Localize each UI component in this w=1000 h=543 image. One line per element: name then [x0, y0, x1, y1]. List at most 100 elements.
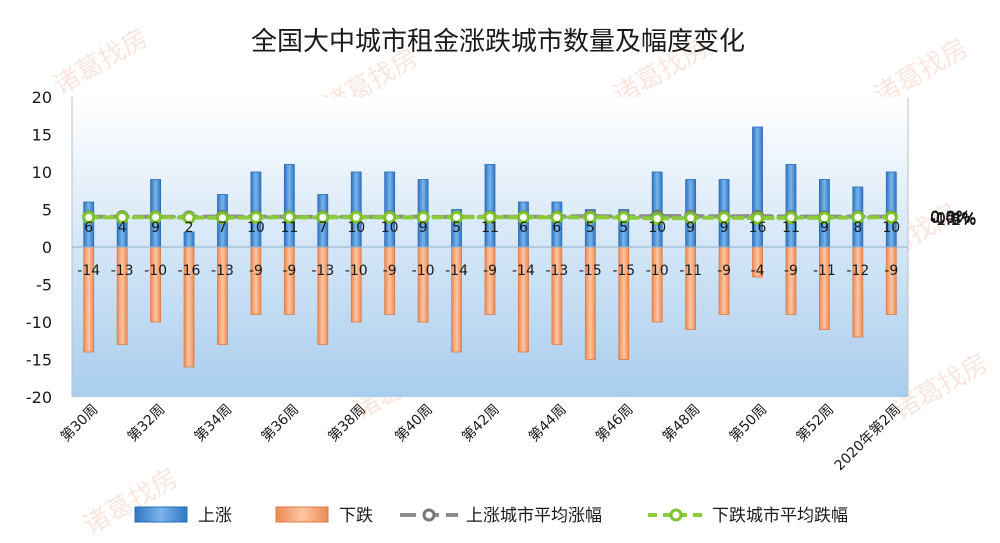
x-tick-label: 第44周: [525, 401, 569, 445]
down-bar-label: -13: [111, 263, 134, 279]
up-bar-label: 2: [185, 220, 194, 236]
fall-avg-marker: [450, 210, 464, 224]
x-tick-label: 第36周: [258, 401, 302, 445]
x-tick-label: 第46周: [592, 401, 636, 445]
x-tick-label: 第48周: [659, 401, 703, 445]
x-tick-label: 第52周: [793, 401, 837, 445]
fall-avg-marker: [884, 210, 898, 224]
down-bar: [317, 246, 329, 345]
up-bar-label: 9: [151, 220, 160, 236]
down-bar-label: -12: [846, 263, 869, 279]
source-badge: 诸葛找房大连站: [769, 487, 930, 509]
down-bar-label: -15: [612, 263, 635, 279]
up-bar-label: 11: [481, 220, 499, 236]
down-bar-label: -11: [679, 263, 702, 279]
down-bar: [651, 246, 663, 323]
down-bar-label: -13: [545, 263, 568, 279]
down-bar-label: -9: [282, 263, 296, 279]
right-axis-tick-label: 0.4%: [930, 207, 971, 226]
legend: 上涨 下跌 上涨城市平均涨幅 下跌城市平均跌幅: [134, 506, 848, 526]
fall-avg-marker: [851, 210, 865, 224]
left-axis-tick-label: -20: [26, 388, 52, 407]
fall-avg-marker: [583, 210, 597, 224]
down-bar-label: -11: [813, 263, 836, 279]
fall-avg-marker: [349, 210, 363, 224]
down-bar: [484, 246, 496, 315]
fall-avg-marker: [684, 211, 698, 225]
watermark-9: 诸葛找房: [79, 463, 184, 541]
legend-label-down: 下跌: [339, 506, 373, 526]
up-bar-label: 11: [782, 220, 800, 236]
x-tick-label: 第34周: [191, 401, 235, 445]
down-bar-label: -9: [884, 263, 898, 279]
source-badge-text: 诸葛找房大连站: [797, 487, 930, 509]
fall-avg-marker: [617, 210, 631, 224]
bar-labels: 6 4 9 2 7 10 11 7 10 10 9 5 11 6 6 5 5 10 9 9 16 11 9 8 10 -14 -13…: [77, 220, 900, 279]
up-bar-label: 9: [686, 220, 695, 236]
down-bar-label: -9: [483, 263, 497, 279]
x-tick-label: 第42周: [458, 401, 502, 445]
fall-avg-marker: [717, 211, 731, 225]
up-bar-label: 8: [853, 220, 862, 236]
up-bar-label: 9: [419, 220, 428, 236]
x-tick-label: 第40周: [392, 401, 436, 445]
down-bar-label: -10: [646, 263, 669, 279]
down-bar-label: -9: [717, 263, 731, 279]
down-bar: [217, 246, 228, 345]
up-bar-label: 10: [381, 220, 399, 236]
down-bar-label: -10: [345, 263, 368, 279]
up-bar-label: 10: [882, 220, 900, 236]
legend-swatch-up: [134, 506, 188, 523]
up-bar-label: 9: [820, 220, 829, 236]
down-bar: [551, 246, 563, 345]
fall-avg-marker: [316, 210, 330, 224]
down-bar-label: -14: [445, 263, 468, 279]
down-bar-label: -10: [144, 263, 167, 279]
right-axis-tick-label: 0.0%: [930, 208, 971, 227]
up-bar-label: 5: [619, 220, 628, 236]
fall-avg-marker: [383, 210, 397, 224]
left-axis-tick-label: 0: [42, 238, 52, 257]
up-bar-label: 10: [247, 220, 265, 236]
down-bar-label: -13: [211, 263, 234, 279]
left-axis-tick-label: 15: [32, 126, 52, 145]
down-bar: [116, 246, 128, 345]
down-bar: [685, 246, 697, 330]
fall-avg-marker: [784, 211, 798, 225]
up-bar-label: 11: [280, 220, 298, 236]
right-axis-tick-label: -1.2%: [930, 210, 976, 229]
up-bar-label: 9: [720, 220, 729, 236]
x-tick-label: 第32周: [124, 401, 168, 445]
down-bar: [718, 246, 730, 315]
legend-swatch-rise-marker: [422, 508, 436, 522]
legend-swatch-fall-marker: [669, 508, 683, 522]
right-axis: 0.8%0.4%0.0%-0.4%-0.8%-1.2%: [907, 97, 976, 397]
legend-label-up: 上涨: [198, 506, 232, 526]
left-axis-tick-label: -10: [26, 313, 52, 332]
up-bar-label: 5: [452, 220, 461, 236]
fall-avg-marker: [751, 211, 765, 225]
fall-avg-marker: [817, 211, 831, 225]
left-axis-tick-label: -5: [36, 276, 52, 295]
lines: [82, 209, 898, 226]
fall-avg-marker: [550, 210, 564, 224]
fall-avg-marker: [149, 210, 163, 224]
fall-avg-marker: [82, 210, 96, 224]
down-bar-label: -13: [311, 263, 334, 279]
up-bar-label: 10: [347, 220, 365, 236]
down-bar-label: -16: [178, 263, 201, 279]
fall-avg-marker: [483, 210, 497, 224]
up-bar-label: 6: [519, 220, 528, 236]
down-bar-label: -14: [512, 263, 535, 279]
down-bar-label: -10: [412, 263, 435, 279]
up-bar-label: 7: [318, 220, 327, 236]
legend-swatch-down: [275, 506, 329, 523]
down-bar: [250, 246, 262, 315]
down-bar-label: -9: [784, 263, 798, 279]
left-axis-tick-label: -15: [26, 351, 52, 370]
down-bar-label: -14: [77, 263, 100, 279]
fall-avg-marker: [282, 210, 296, 224]
left-axis: 20 15 10 5 0 -5 -10 -15 -20: [26, 88, 73, 407]
down-bar: [885, 246, 897, 315]
right-axis-tick-label: -0.4%: [930, 209, 976, 228]
